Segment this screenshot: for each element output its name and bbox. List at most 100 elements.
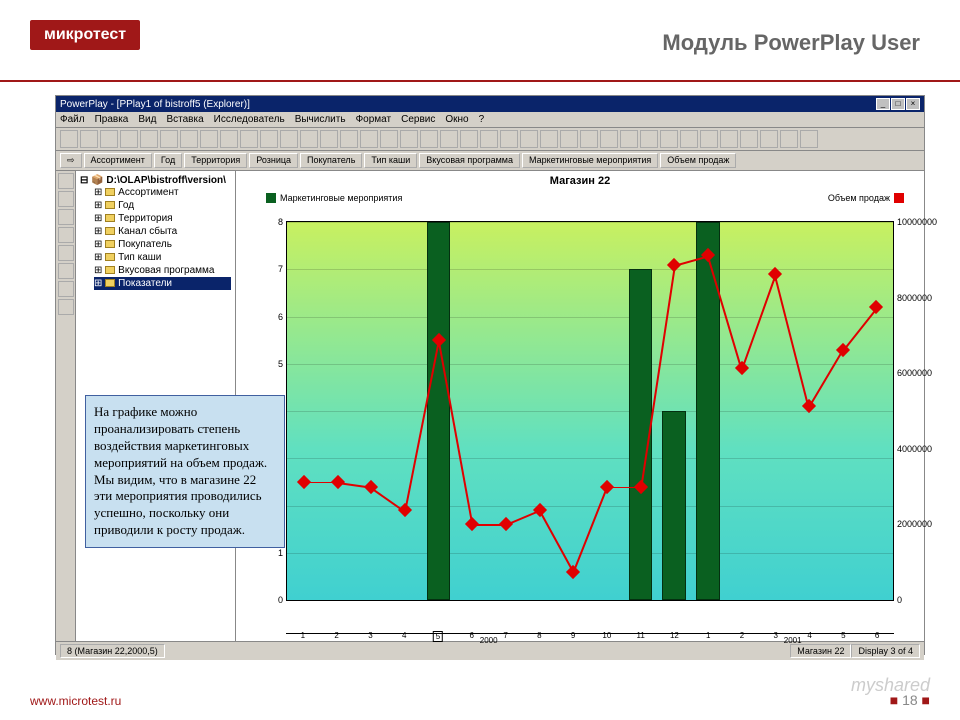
tree-item-Ассортимент[interactable]: ⊞ Ассортимент (94, 186, 231, 199)
tree-item-Канал сбыта[interactable]: ⊞ Канал сбыта (94, 225, 231, 238)
toolbar-button-19[interactable] (440, 130, 458, 148)
bar-4[interactable] (427, 222, 451, 600)
toolbar-button-4[interactable] (140, 130, 158, 148)
line-segment (808, 350, 843, 407)
menu-?[interactable]: ? (479, 114, 485, 125)
menu-Вставка[interactable]: Вставка (166, 114, 203, 125)
menu-Сервис[interactable]: Сервис (401, 114, 435, 125)
dim-Розница[interactable]: Розница (249, 153, 298, 168)
data-point-1[interactable] (330, 475, 344, 489)
side-button-5[interactable] (58, 263, 74, 279)
toolbar-button-8[interactable] (220, 130, 238, 148)
toolbar-button-11[interactable] (280, 130, 298, 148)
menu-Окно[interactable]: Окно (445, 114, 468, 125)
toolbar-button-16[interactable] (380, 130, 398, 148)
menu-Вид[interactable]: Вид (138, 114, 156, 125)
menu-Правка[interactable]: Правка (95, 114, 129, 125)
dim-Ассортимент[interactable]: Ассортимент (84, 153, 152, 168)
toolbar-button-37[interactable] (800, 130, 818, 148)
toolbar-button-3[interactable] (120, 130, 138, 148)
toolbar-button-21[interactable] (480, 130, 498, 148)
toolbar-button-22[interactable] (500, 130, 518, 148)
data-point-8[interactable] (566, 565, 580, 579)
close-button[interactable]: × (906, 98, 920, 110)
toolbar-button-30[interactable] (660, 130, 678, 148)
toolbar-button-32[interactable] (700, 130, 718, 148)
logo: микротест (30, 20, 140, 50)
side-button-3[interactable] (58, 227, 74, 243)
toolbar-button-7[interactable] (200, 130, 218, 148)
toolbar-button-31[interactable] (680, 130, 698, 148)
tree-root[interactable]: ⊟ 📦 D:\OLAP\bistroff\version\ (80, 175, 231, 186)
side-button-2[interactable] (58, 209, 74, 225)
legend-line-swatch (894, 193, 904, 203)
dim-arrow[interactable]: ⇨ (60, 153, 82, 168)
dim-Вкусовая программа[interactable]: Вкусовая программа (419, 153, 520, 168)
dim-Маркетинговые мероприятия[interactable]: Маркетинговые мероприятия (522, 153, 658, 168)
y-left-tick: 5 (278, 359, 287, 369)
toolbar-button-5[interactable] (160, 130, 178, 148)
toolbar-button-6[interactable] (180, 130, 198, 148)
menu-Формат[interactable]: Формат (356, 114, 392, 125)
toolbar-button-34[interactable] (740, 130, 758, 148)
dim-Объем продаж[interactable]: Объем продаж (660, 153, 736, 168)
menu-Исследователь[interactable]: Исследователь (214, 114, 285, 125)
toolbar-button-17[interactable] (400, 130, 418, 148)
side-button-1[interactable] (58, 191, 74, 207)
y-right-tick: 0 (893, 595, 902, 605)
toolbar-button-9[interactable] (240, 130, 258, 148)
side-button-0[interactable] (58, 173, 74, 189)
toolbar-button-14[interactable] (340, 130, 358, 148)
toolbar-button-10[interactable] (260, 130, 278, 148)
tree-item-Показатели[interactable]: ⊞ Показатели (94, 277, 231, 290)
data-point-9[interactable] (600, 480, 614, 494)
y-left-tick: 7 (278, 264, 287, 274)
toolbar-button-35[interactable] (760, 130, 778, 148)
data-point-5[interactable] (465, 517, 479, 531)
slide-title: Модуль PowerPlay User (662, 30, 920, 56)
bar-11[interactable] (662, 411, 686, 600)
toolbar-button-26[interactable] (580, 130, 598, 148)
toolbar-button-1[interactable] (80, 130, 98, 148)
data-point-0[interactable] (297, 475, 311, 489)
dim-Тип каши[interactable]: Тип каши (364, 153, 417, 168)
side-button-7[interactable] (58, 299, 74, 315)
annotation-box: На графике можно проанализировать степен… (85, 395, 285, 548)
toolbar-button-0[interactable] (60, 130, 78, 148)
y-left-tick: 0 (278, 595, 287, 605)
y-right-tick: 8000000 (893, 293, 932, 303)
toolbar-button-33[interactable] (720, 130, 738, 148)
toolbar-button-13[interactable] (320, 130, 338, 148)
line-segment (774, 275, 809, 408)
menu-Файл[interactable]: Файл (60, 114, 85, 125)
toolbar-button-20[interactable] (460, 130, 478, 148)
minimize-button[interactable]: _ (876, 98, 890, 110)
tree-item-Год[interactable]: ⊞ Год (94, 199, 231, 212)
toolbar-button-27[interactable] (600, 130, 618, 148)
dim-Год[interactable]: Год (154, 153, 182, 168)
tree-item-Тип каши[interactable]: ⊞ Тип каши (94, 251, 231, 264)
toolbar-button-23[interactable] (520, 130, 538, 148)
side-button-4[interactable] (58, 245, 74, 261)
tree-item-Вкусовая программа[interactable]: ⊞ Вкусовая программа (94, 264, 231, 277)
toolbar-button-15[interactable] (360, 130, 378, 148)
toolbar-button-18[interactable] (420, 130, 438, 148)
dim-Покупатель[interactable]: Покупатель (300, 153, 362, 168)
bar-12[interactable] (696, 222, 720, 600)
dim-Территория[interactable]: Территория (184, 153, 247, 168)
toolbar-button-2[interactable] (100, 130, 118, 148)
data-point-6[interactable] (499, 517, 513, 531)
toolbar-button-24[interactable] (540, 130, 558, 148)
status-mid: Магазин 22 (790, 644, 851, 658)
tree-item-Покупатель[interactable]: ⊞ Покупатель (94, 238, 231, 251)
toolbar-button-12[interactable] (300, 130, 318, 148)
side-button-6[interactable] (58, 281, 74, 297)
toolbar-button-29[interactable] (640, 130, 658, 148)
toolbar-button-28[interactable] (620, 130, 638, 148)
legend: Маркетинговые мероприятия Объем продаж (236, 191, 924, 205)
toolbar-button-25[interactable] (560, 130, 578, 148)
menu-Вычислить[interactable]: Вычислить (295, 114, 346, 125)
toolbar-button-36[interactable] (780, 130, 798, 148)
maximize-button[interactable]: □ (891, 98, 905, 110)
tree-item-Территория[interactable]: ⊞ Территория (94, 212, 231, 225)
